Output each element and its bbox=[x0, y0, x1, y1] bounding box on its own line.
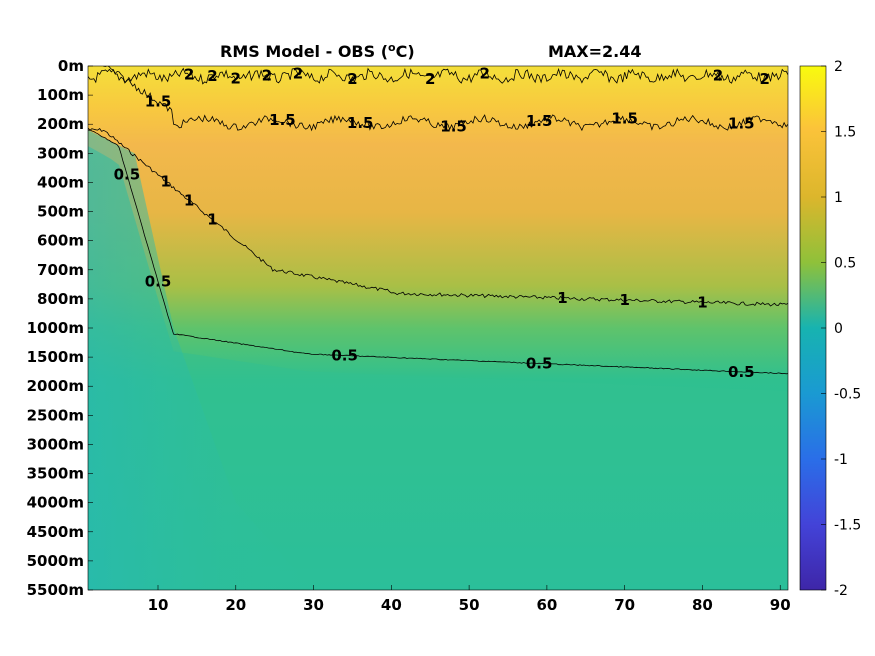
colorbar-tick-label: 1.5 bbox=[834, 125, 856, 141]
y-tick-label: 3500m bbox=[27, 465, 84, 483]
contour-line-2 bbox=[88, 67, 788, 85]
contour-label: 1 bbox=[697, 293, 707, 311]
contour-label: 2 bbox=[713, 67, 723, 85]
contour-label: 2 bbox=[184, 65, 194, 83]
chart-title: RMS Model - OBS (oC) bbox=[220, 41, 415, 61]
colorbar-tick-label: 2 bbox=[834, 59, 843, 75]
contour-label: 2 bbox=[262, 67, 272, 85]
contour-line-1 bbox=[88, 128, 788, 307]
y-tick-label: 4500m bbox=[27, 523, 84, 541]
contour-label: 1 bbox=[161, 172, 171, 190]
y-tick-label: 100m bbox=[37, 86, 84, 104]
contour-label: 2 bbox=[759, 70, 769, 88]
y-axis: 0m 100m 200m 300m 400m 500m 600m 700m 800m 1000m 1… bbox=[27, 57, 93, 599]
contour-line-1.5 bbox=[102, 66, 788, 132]
contour-line-0.5 bbox=[88, 127, 788, 375]
contour-label: 1.5 bbox=[728, 115, 755, 133]
y-tick-label: 800m bbox=[37, 290, 84, 308]
contour-label: 2 bbox=[231, 69, 241, 87]
y-tick-label: 3000m bbox=[27, 435, 84, 453]
colorbar-tick-label: -0.5 bbox=[834, 387, 861, 403]
contour-label: 2 bbox=[207, 67, 217, 85]
y-tick-label: 700m bbox=[37, 261, 84, 279]
colorbar-tick-label: -1.5 bbox=[834, 518, 861, 534]
contour-label: 0.5 bbox=[526, 354, 553, 372]
y-tick-label: 1000m bbox=[27, 319, 84, 337]
heatmap-deep-region bbox=[88, 146, 788, 590]
contour-lines bbox=[88, 66, 788, 375]
contour-label: 0.5 bbox=[114, 165, 141, 183]
y-tick-label: 300m bbox=[37, 144, 84, 162]
contour-label: 1.5 bbox=[526, 112, 553, 130]
x-tick-label: 50 bbox=[459, 596, 480, 614]
heatmap-cold-region bbox=[88, 130, 314, 590]
contour-label: 0.5 bbox=[331, 346, 358, 364]
y-tick-label: 600m bbox=[37, 232, 84, 250]
max-annotation: MAX=2.44 bbox=[548, 42, 642, 61]
contour-label: 2 bbox=[347, 70, 357, 88]
contour-label: 1 bbox=[184, 191, 194, 209]
contour-label: 2 bbox=[293, 64, 303, 82]
contour-label: 1.5 bbox=[611, 110, 638, 128]
contour-label: 1.5 bbox=[347, 114, 374, 132]
x-tick-label: 80 bbox=[692, 596, 713, 614]
contour-label: 2 bbox=[479, 64, 489, 82]
contour-label: 1.5 bbox=[269, 111, 296, 129]
y-tick-label: 0m bbox=[58, 57, 84, 75]
contour-label: 1 bbox=[557, 289, 567, 307]
contour-label: 1.5 bbox=[145, 93, 172, 111]
y-tick-label: 400m bbox=[37, 173, 84, 191]
contour-label: 0.5 bbox=[728, 363, 755, 381]
x-tick-label: 40 bbox=[381, 596, 402, 614]
contour-label: 1 bbox=[207, 211, 217, 229]
colorbar-tick-label: 0.5 bbox=[834, 256, 856, 272]
x-tick-label: 90 bbox=[770, 596, 791, 614]
x-tick-label: 30 bbox=[303, 596, 324, 614]
x-axis: 10 20 30 40 50 60 70 80 90 bbox=[148, 585, 791, 614]
y-tick-label: 2500m bbox=[27, 406, 84, 424]
y-tick-label: 1500m bbox=[27, 348, 84, 366]
y-tick-label: 500m bbox=[37, 203, 84, 221]
colorbar-axis: 2 1.5 1 0.5 0 -0.5 -1 -1.5 -2 bbox=[821, 59, 861, 599]
x-tick-label: 70 bbox=[614, 596, 635, 614]
colorbar-tick-label: -1 bbox=[834, 452, 848, 468]
y-tick-label: 4000m bbox=[27, 494, 84, 512]
x-tick-label: 60 bbox=[536, 596, 557, 614]
colorbar-tick-label: 0 bbox=[834, 321, 843, 337]
y-tick-label: 200m bbox=[37, 115, 84, 133]
contour-label: 0.5 bbox=[145, 272, 172, 290]
contour-label: 2 bbox=[425, 70, 435, 88]
colorbar-tick-label: -2 bbox=[834, 583, 848, 599]
colorbar-tick-label: 1 bbox=[834, 190, 843, 206]
y-tick-label: 5000m bbox=[27, 552, 84, 570]
contour-label: 1 bbox=[619, 291, 629, 309]
y-tick-label: 2000m bbox=[27, 377, 84, 395]
y-tick-label: 5500m bbox=[27, 581, 84, 599]
x-tick-label: 10 bbox=[148, 596, 169, 614]
x-tick-label: 20 bbox=[225, 596, 246, 614]
contour-label: 1.5 bbox=[440, 117, 467, 135]
